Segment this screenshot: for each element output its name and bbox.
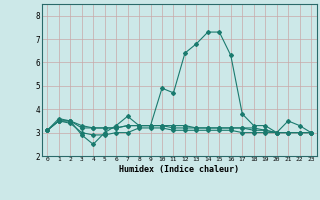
X-axis label: Humidex (Indice chaleur): Humidex (Indice chaleur) (119, 165, 239, 174)
